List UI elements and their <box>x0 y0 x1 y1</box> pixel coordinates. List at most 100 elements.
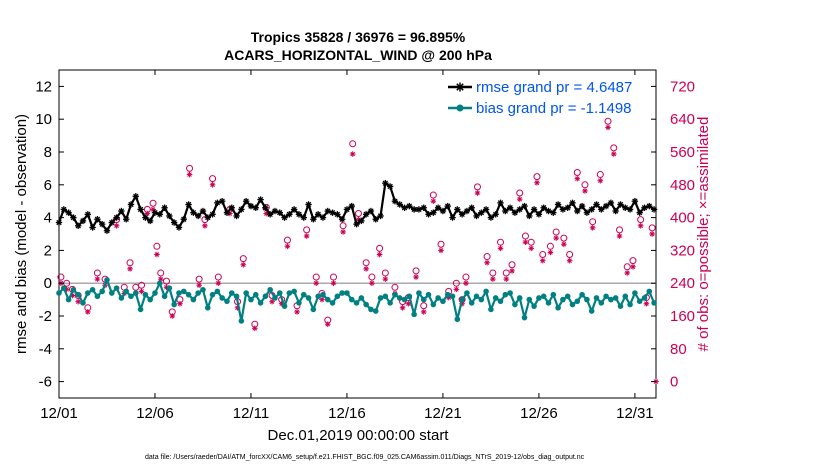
rmse-point <box>540 204 547 211</box>
rmse-point <box>602 202 610 210</box>
obs-possible-marker <box>368 273 376 281</box>
bias-point <box>420 296 427 303</box>
obs-possible-marker <box>637 216 645 224</box>
obs-possible-marker <box>195 275 203 283</box>
rmse-point <box>406 202 413 210</box>
bias-point <box>526 296 533 303</box>
rmse-point <box>286 211 293 218</box>
obs-assimilated-marker <box>405 300 412 307</box>
y-tick-label: 2 <box>44 242 52 259</box>
obs-possible-marker <box>573 169 581 176</box>
obs-possible-marker <box>157 269 165 277</box>
rmse-point <box>271 207 279 215</box>
rmse-point <box>463 207 471 215</box>
rmse-point <box>98 220 106 228</box>
rmse-point <box>84 211 91 218</box>
obs-assimilated-marker <box>240 261 247 268</box>
x-tick-label: 12/11 <box>233 405 269 422</box>
rmse-point <box>257 196 264 203</box>
legend-rmse-label: rmse grand pr = 4.6487 <box>476 79 632 96</box>
obs-assimilated-marker <box>624 270 631 276</box>
bias-point <box>108 290 115 296</box>
obs-assimilated-marker <box>484 259 490 266</box>
bias-point <box>276 290 283 296</box>
obs-possible-marker <box>616 226 624 234</box>
obs-assimilated-marker <box>516 196 523 202</box>
obs-assimilated-marker <box>215 280 222 286</box>
obs-assimilated-marker <box>528 245 535 252</box>
bias-point <box>593 295 600 301</box>
obs-possible-marker <box>462 273 470 281</box>
bias-point <box>80 300 86 306</box>
bias-point <box>401 296 408 303</box>
bias-point <box>176 290 182 296</box>
rmse-point <box>506 204 514 211</box>
obs-possible-marker <box>502 269 510 277</box>
rmse-point <box>127 201 135 208</box>
rmse-point <box>74 222 82 229</box>
obs-assimilated-marker <box>113 223 120 229</box>
bias-point <box>171 301 177 308</box>
obs-assimilated-marker <box>574 175 581 182</box>
rmse-point <box>242 198 250 205</box>
obs-assimilated-marker <box>369 280 375 286</box>
rmse-point <box>55 219 63 226</box>
bias-point <box>156 280 163 287</box>
x-tick-label: 12/31 <box>616 405 654 422</box>
rmse-point <box>89 224 96 231</box>
rmse-point <box>530 206 538 213</box>
bias-point <box>262 293 269 300</box>
rmse-point <box>266 211 274 218</box>
bias-point <box>545 300 552 306</box>
y-tick-label: 0 <box>44 275 52 292</box>
obs-assimilated-marker <box>252 325 258 332</box>
bias-point <box>84 290 91 296</box>
rmse-point <box>170 219 178 226</box>
rmse-point <box>108 219 115 226</box>
rmse-point <box>612 207 619 215</box>
bias-point <box>483 288 489 295</box>
bias-point <box>161 293 168 300</box>
bias-point <box>430 301 437 308</box>
bias-point <box>468 300 475 306</box>
y2-tick-label: 0 <box>670 374 678 391</box>
rmse-point <box>238 206 245 213</box>
rmse-point <box>641 204 648 211</box>
obs-assimilated-marker <box>522 239 529 245</box>
bias-point <box>555 305 561 311</box>
rmse-point <box>132 193 139 200</box>
rmse-point <box>622 204 629 211</box>
rmse-point <box>358 217 365 225</box>
obs-possible-marker <box>214 273 222 281</box>
rmse-point <box>60 206 67 213</box>
legend-rmse-marker <box>455 82 465 92</box>
obs-assimilated-marker <box>490 276 496 282</box>
rmse-point <box>228 204 235 211</box>
obs-possible-marker <box>312 273 320 281</box>
rmse-point <box>314 211 322 218</box>
bias-point <box>185 291 192 298</box>
bias-point <box>377 295 384 301</box>
obs-assimilated-marker <box>413 274 419 280</box>
bias-point <box>550 291 557 298</box>
obs-possible-marker <box>483 253 491 261</box>
rmse-point <box>146 217 154 225</box>
bias-point <box>478 296 485 303</box>
rmse-point <box>401 204 408 211</box>
bias-point <box>99 288 105 295</box>
rmse-point <box>454 206 461 213</box>
obs-possible-marker <box>239 255 247 263</box>
bias-point <box>564 293 571 300</box>
obs-possible-marker <box>589 218 597 226</box>
bias-point <box>128 293 134 300</box>
tick-layer: -6 -4 -2 0 2 4 6 8 10 12 0 80 160 240 320 400 480 560 640 7… <box>35 70 695 422</box>
bias-point <box>416 290 422 296</box>
rmse-point <box>94 216 101 223</box>
y2-tick-label: 480 <box>670 177 695 194</box>
rmse-point <box>593 201 600 208</box>
obs-possible-marker <box>596 171 604 179</box>
rmse-point <box>502 207 509 215</box>
obs-possible-marker <box>581 181 589 189</box>
y2-tick-label: 720 <box>670 78 695 95</box>
